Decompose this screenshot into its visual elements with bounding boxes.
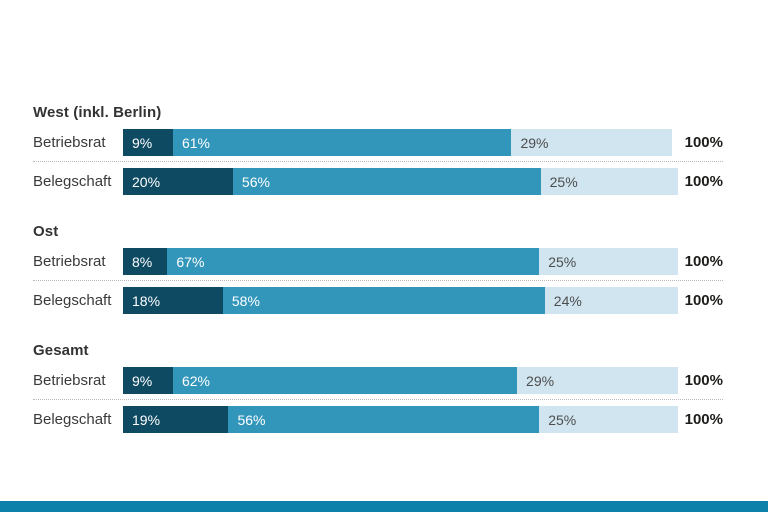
total-label: 100%	[684, 173, 723, 190]
chart-group: Gesamt Betriebsrat 9% 62% 29% 100% Belegschaft…	[33, 342, 723, 433]
segment-label: 19%	[132, 411, 161, 428]
row-label: Belegschaft	[33, 173, 112, 190]
segment-label: 9%	[132, 372, 153, 389]
segment-label: 67%	[176, 253, 205, 270]
row-divider	[33, 161, 723, 162]
chart-group: West (inkl. Berlin) Betriebsrat 9% 61% 29% 10…	[33, 104, 723, 195]
segment-label: 58%	[231, 292, 260, 309]
total-label: 100%	[684, 134, 723, 151]
footer-accent-bar	[0, 501, 768, 512]
bar-segment: 9%	[123, 129, 173, 156]
segment-label: 29%	[520, 134, 549, 151]
row-divider	[33, 280, 723, 281]
bar-row: Betriebsrat 9% 61% 29% 100%	[33, 129, 723, 156]
segment-label: 18%	[132, 292, 161, 309]
segment-label: 29%	[526, 372, 555, 389]
segment-label: 20%	[132, 173, 161, 190]
segment-label: 56%	[237, 411, 266, 428]
bar-row: Belegschaft 18% 58% 24% 100%	[33, 287, 723, 314]
segment-label: 62%	[181, 372, 210, 389]
bar-segment: 9%	[123, 367, 173, 394]
segment-label: 24%	[553, 292, 582, 309]
bar-segment: 19%	[123, 406, 229, 433]
group-heading: Gesamt	[33, 342, 89, 359]
stacked-bar: 18% 58% 24%	[123, 287, 678, 314]
bar-row: Belegschaft 20% 56% 25% 100%	[33, 168, 723, 195]
bar-row: Belegschaft 19% 56% 25% 100%	[33, 406, 723, 433]
stacked-bar: 8% 67% 25%	[123, 248, 678, 275]
segment-label: 61%	[181, 134, 210, 151]
bar-segment: 24%	[544, 287, 678, 314]
bar-segment: 29%	[517, 367, 678, 394]
segment-label: 56%	[241, 173, 270, 190]
row-divider	[33, 399, 723, 400]
segment-label: 25%	[549, 173, 578, 190]
stacked-bar: 20% 56% 25%	[123, 168, 678, 195]
group-heading: West (inkl. Berlin)	[33, 104, 162, 121]
row-label: Betriebsrat	[33, 134, 106, 151]
row-label: Belegschaft	[33, 411, 112, 428]
bar-segment: 61%	[172, 129, 512, 156]
total-label: 100%	[684, 411, 723, 428]
bar-segment: 18%	[123, 287, 223, 314]
segment-label: 25%	[548, 253, 577, 270]
row-label: Betriebsrat	[33, 372, 106, 389]
group-heading: Ost	[33, 223, 59, 240]
row-label: Belegschaft	[33, 292, 112, 309]
bar-segment: 25%	[539, 248, 678, 275]
stacked-bar: 9% 61% 29%	[123, 129, 678, 156]
segment-label: 25%	[548, 411, 577, 428]
bar-segment: 67%	[167, 248, 540, 275]
stacked-bar: 9% 62% 29%	[123, 367, 678, 394]
bar-segment: 20%	[123, 168, 233, 195]
row-label: Betriebsrat	[33, 253, 106, 270]
total-label: 100%	[684, 372, 723, 389]
bar-segment: 56%	[228, 406, 540, 433]
total-label: 100%	[684, 292, 723, 309]
chart-group: Ost Betriebsrat 8% 67% 25% 100% Belegschaft 18%…	[33, 223, 723, 314]
stacked-bar: 19% 56% 25%	[123, 406, 678, 433]
segment-label: 9%	[132, 134, 153, 151]
segment-label: 8%	[132, 253, 153, 270]
bar-segment: 25%	[540, 168, 678, 195]
bar-row: Betriebsrat 8% 67% 25% 100%	[33, 248, 723, 275]
total-label: 100%	[684, 253, 723, 270]
bar-segment: 62%	[172, 367, 518, 394]
bar-row: Betriebsrat 9% 62% 29% 100%	[33, 367, 723, 394]
bar-segment: 25%	[539, 406, 678, 433]
bar-segment: 56%	[232, 168, 541, 195]
bar-segment: 29%	[511, 129, 673, 156]
bar-segment: 58%	[222, 287, 545, 314]
bar-segment: 8%	[123, 248, 168, 275]
